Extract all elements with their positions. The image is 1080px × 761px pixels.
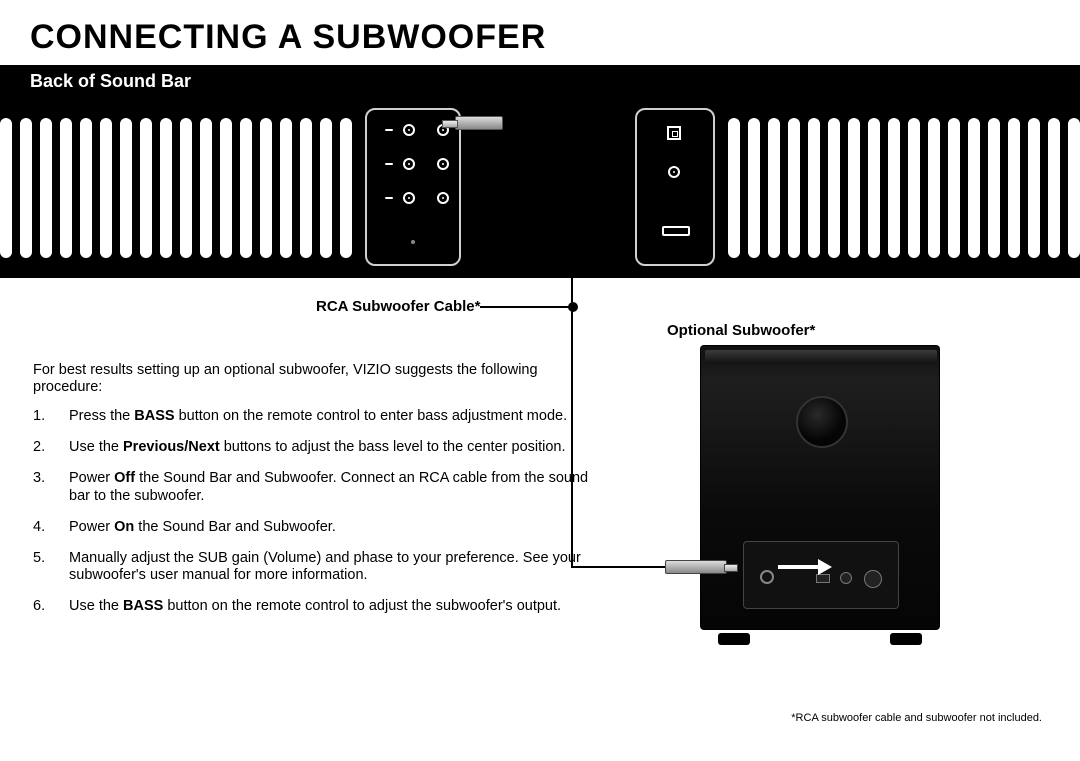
optical-port-icon	[667, 126, 681, 140]
rca-jack-icon	[403, 192, 415, 204]
soundbar-panel-right	[635, 108, 715, 266]
instruction-step: 3.Power Off the Sound Bar and Subwoofer.…	[33, 470, 593, 504]
subtitle-back-of-sound-bar: Back of Sound Bar	[0, 65, 1080, 98]
subwoofer-knob-icon	[864, 570, 882, 588]
subwoofer-rear-panel	[743, 541, 899, 609]
instruction-step: 1.Press the BASS button on the remote co…	[33, 408, 593, 425]
instruction-step: 2.Use the Previous/Next buttons to adjus…	[33, 439, 593, 456]
subwoofer-switch-icon	[816, 574, 830, 583]
instruction-step: 5.Manually adjust the SUB gain (Volume) …	[33, 550, 593, 584]
indicator-dot-icon	[411, 240, 415, 244]
rca-jack-icon	[403, 124, 415, 136]
cable-plug-soundbar	[455, 116, 503, 130]
instructions-intro: For best results setting up an optional …	[33, 362, 593, 396]
cable-plug-subwoofer	[665, 560, 727, 574]
instructions-block: For best results setting up an optional …	[33, 362, 593, 629]
arrow-icon	[778, 559, 838, 575]
instruction-step: 4.Power On the Sound Bar and Subwoofer.	[33, 519, 593, 536]
callout-dot-icon	[568, 302, 578, 312]
callout-line	[480, 306, 570, 308]
soundbar-fins-right	[728, 118, 1080, 258]
rca-jack-icon	[437, 158, 449, 170]
subwoofer-foot	[718, 633, 750, 645]
label-rca-cable: RCA Subwoofer Cable*	[316, 298, 480, 315]
subwoofer-port-icon	[796, 396, 848, 448]
rca-jack-icon	[403, 158, 415, 170]
usb-port-icon	[662, 226, 690, 236]
soundbar-illustration	[0, 98, 1080, 278]
soundbar-fins-left	[0, 118, 352, 258]
rca-jack-icon	[668, 166, 680, 178]
soundbar-panel-left	[365, 108, 461, 266]
instruction-step: 6.Use the BASS button on the remote cont…	[33, 598, 593, 615]
subwoofer-illustration	[700, 345, 940, 645]
subwoofer-input-jack-icon	[760, 570, 774, 584]
subwoofer-knob-icon	[840, 572, 852, 584]
sub-out-jack-icon	[437, 192, 449, 204]
page-title: CONNECTING A SUBWOOFER	[0, 0, 1080, 65]
footnote: *RCA subwoofer cable and subwoofer not i…	[791, 712, 1042, 724]
label-optional-subwoofer: Optional Subwoofer*	[667, 322, 815, 339]
instructions-list: 1.Press the BASS button on the remote co…	[33, 408, 593, 615]
subwoofer-foot	[890, 633, 922, 645]
